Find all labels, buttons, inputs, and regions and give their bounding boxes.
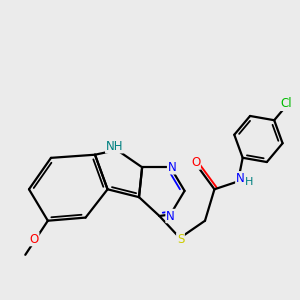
Text: Cl: Cl [280,97,292,110]
Text: N: N [236,172,244,185]
Text: NH: NH [106,140,123,153]
Text: S: S [177,233,184,246]
Text: O: O [29,232,39,246]
Text: O: O [191,156,200,169]
Text: H: H [245,177,253,187]
Text: N: N [166,209,175,223]
Text: N: N [168,161,176,174]
